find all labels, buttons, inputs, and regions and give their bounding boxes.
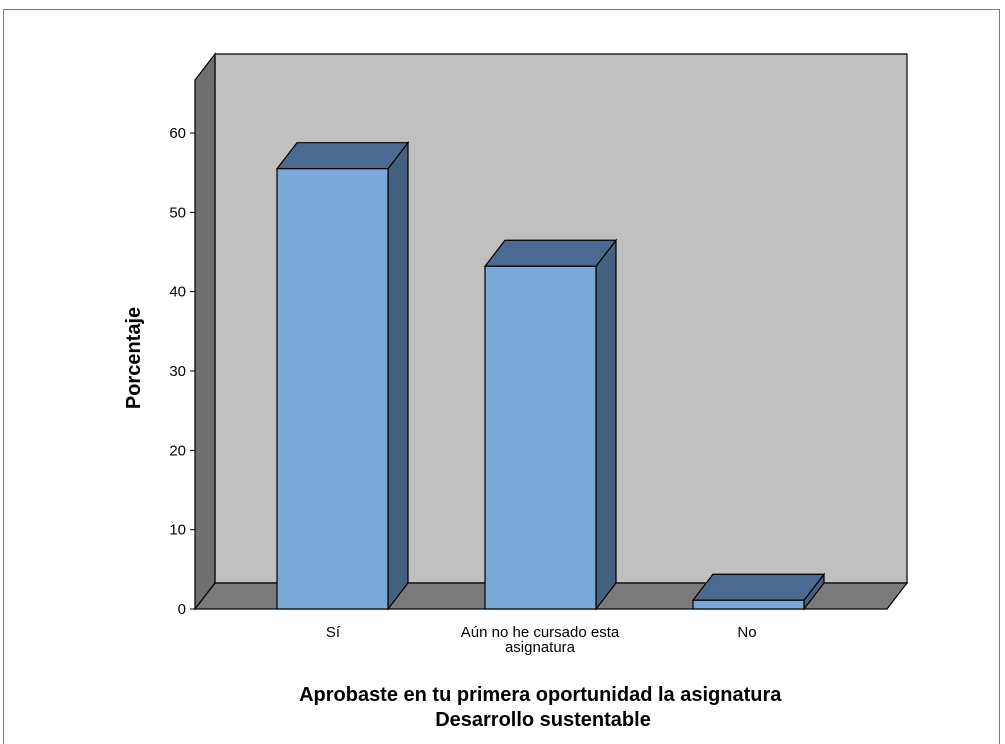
y-tick-label: 40 <box>169 284 186 301</box>
x-tick-label-line: Sí <box>326 624 341 641</box>
x-tick-label: No <box>737 624 756 641</box>
x-tick-label-line: asignatura <box>505 639 576 656</box>
x-axis-title-line-2: Desarrollo sustentable <box>435 709 651 731</box>
y-axis: 0 10 20 30 40 50 60 <box>169 125 195 618</box>
y-axis-title: Porcentaje <box>123 307 145 409</box>
bar <box>483 238 618 611</box>
bar-front <box>276 168 389 610</box>
side-wall <box>194 52 216 611</box>
x-axis-title-line-1: Aprobaste en tu primera oportunidad la a… <box>299 684 782 706</box>
bar <box>691 572 826 611</box>
x-axis: Sí Aún no he cursado esta asignatura No <box>326 624 757 656</box>
bars <box>275 140 826 611</box>
bar-front <box>692 599 805 610</box>
y-tick-label: 50 <box>169 204 186 221</box>
bar-side <box>387 140 409 611</box>
x-tick-label: Aún no he cursado esta asignatura <box>461 624 620 656</box>
bar-top <box>483 239 618 267</box>
x-axis-title: Aprobaste en tu primera oportunidad la a… <box>299 684 787 731</box>
chart-frame <box>3 9 1000 744</box>
x-tick-label: Sí <box>326 624 341 641</box>
y-tick-label: 60 <box>169 125 186 142</box>
x-tick-label-line: No <box>737 624 756 641</box>
y-tick-label: 0 <box>178 601 186 618</box>
bar-top <box>691 573 826 601</box>
bar-front <box>484 265 597 610</box>
bar-side <box>595 238 617 611</box>
x-tick-label-line: Aún no he cursado esta <box>461 624 620 641</box>
y-tick-label: 10 <box>169 522 186 539</box>
bar-top <box>275 142 410 170</box>
y-tick-label: 30 <box>169 363 186 380</box>
y-tick-label: 20 <box>169 442 186 459</box>
bar <box>275 140 410 611</box>
